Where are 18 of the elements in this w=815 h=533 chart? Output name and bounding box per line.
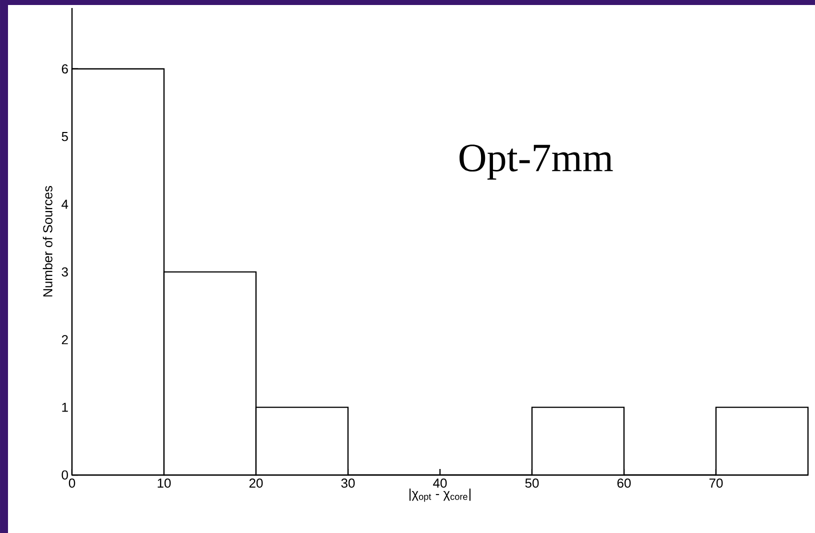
y-tick-label: 4	[62, 200, 68, 209]
x-tick-label: 50	[525, 478, 539, 488]
x-tick-label: 70	[709, 478, 723, 488]
x-tick-label: 60	[617, 478, 631, 488]
x-tick-label: 40	[433, 478, 447, 488]
y-tick-label: 1	[62, 402, 68, 412]
y-tick-label: 6	[62, 64, 68, 74]
y-axis-title: Number of Sources	[42, 186, 52, 296]
x-tick-label: 0	[68, 478, 76, 488]
x-tick-label: 20	[249, 478, 263, 488]
annotation: Opt-7mm	[460, 144, 613, 180]
y-tick-label: 3	[62, 267, 68, 277]
y-tick-label: 5	[62, 132, 68, 142]
y-tick-label: 0	[62, 470, 68, 480]
y-tick-label: 2	[62, 335, 68, 344]
x-axis-title: |χ$_{opt}$ - χ$_{core}$|	[410, 488, 470, 502]
x-tick-label: 30	[341, 478, 355, 488]
x-tick-label: 10	[158, 478, 171, 488]
